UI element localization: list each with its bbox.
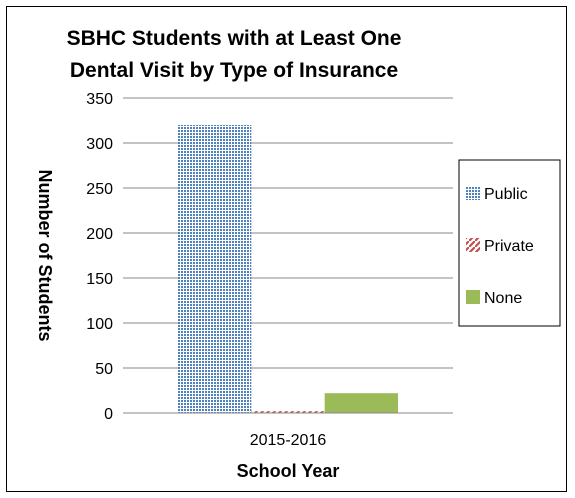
chart-title-line-1: SBHC Students with at Least One <box>67 27 402 50</box>
bar-public <box>178 125 252 413</box>
legend-label-none: None <box>484 290 522 307</box>
y-axis-label: Number of Students <box>35 169 55 341</box>
legend-swatch-none <box>466 290 480 304</box>
bar-none <box>324 393 398 413</box>
y-tick-label: 250 <box>86 181 113 198</box>
x-axis-label: School Year <box>237 461 340 481</box>
legend-label-public: Public <box>484 186 528 203</box>
chart-title: SBHC Students with at Least One Dental V… <box>67 27 402 82</box>
x-tick-label: 2015-2016 <box>250 432 327 449</box>
y-tick-label: 350 <box>86 91 113 108</box>
chart-frame: SBHC Students with at Least One Dental V… <box>6 6 567 492</box>
bars <box>178 125 398 413</box>
y-axis-ticks: 0 50 100 150 200 250 300 350 <box>86 91 113 423</box>
y-tick-label: 150 <box>86 271 113 288</box>
legend-swatch-private <box>466 238 480 252</box>
legend-swatch-public <box>466 186 480 200</box>
bar-private <box>251 411 325 413</box>
y-tick-label: 100 <box>86 316 113 333</box>
y-tick-label: 50 <box>95 361 113 378</box>
bar-chart: SBHC Students with at Least One Dental V… <box>35 27 561 481</box>
gridlines <box>123 97 453 369</box>
legend: Public Private None <box>458 159 561 327</box>
legend-label-private: Private <box>484 238 534 255</box>
chart-title-line-2: Dental Visit by Type of Insurance <box>70 59 398 82</box>
y-tick-label: 0 <box>104 406 113 423</box>
y-tick-label: 300 <box>86 136 113 153</box>
y-tick-label: 200 <box>86 226 113 243</box>
